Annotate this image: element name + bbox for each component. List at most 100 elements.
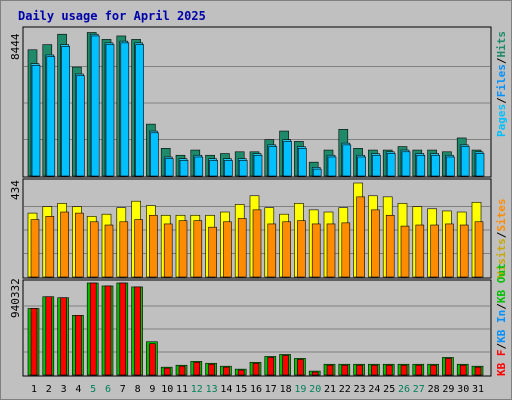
bar-kb-out bbox=[282, 355, 289, 376]
day-tick-label: 2 bbox=[46, 384, 52, 395]
bar-pages bbox=[298, 148, 307, 177]
legend-sites: Sites bbox=[495, 199, 508, 232]
chart-title: Daily usage for April 2025 bbox=[18, 9, 206, 23]
day-tick-label: 12 bbox=[191, 384, 203, 395]
bar-pages bbox=[61, 46, 70, 177]
bar-sites bbox=[311, 223, 321, 278]
bar-sites bbox=[385, 214, 395, 278]
bar-kb-out bbox=[208, 363, 215, 376]
bar-pages bbox=[194, 156, 204, 177]
bar-pages bbox=[386, 153, 396, 177]
bar-sites bbox=[30, 219, 40, 278]
day-tick-label: 14 bbox=[220, 384, 232, 395]
day-tick-label: 20 bbox=[309, 384, 321, 395]
bottom-max-label: 940332 bbox=[9, 278, 22, 318]
bar-pages bbox=[31, 65, 41, 177]
bar-kb-out bbox=[30, 308, 38, 376]
bar-sites bbox=[178, 220, 188, 278]
day-tick-label: 6 bbox=[105, 384, 111, 395]
day-tick-label: 27 bbox=[413, 384, 425, 395]
bar-kb-out bbox=[400, 364, 408, 376]
bar-sites bbox=[474, 221, 484, 278]
bar-kb-out bbox=[297, 359, 304, 376]
day-tick-label: 31 bbox=[472, 384, 484, 395]
bar-sites bbox=[459, 224, 469, 278]
day-tick-label: 16 bbox=[250, 384, 262, 395]
day-tick-label: 15 bbox=[235, 384, 247, 395]
bar-sites bbox=[445, 223, 454, 278]
bar-sites bbox=[223, 221, 232, 278]
bar-kb-out bbox=[430, 364, 437, 376]
bar-sites bbox=[282, 221, 291, 278]
bar-kb-out bbox=[193, 361, 201, 376]
bar-sites bbox=[326, 223, 336, 278]
legend-bottom: KB F/KB In/KB Out bbox=[495, 263, 508, 376]
bar-kb-out bbox=[385, 364, 393, 376]
bar-sites bbox=[341, 222, 351, 278]
bar-kb-out bbox=[326, 364, 334, 376]
bar-sites bbox=[149, 214, 158, 278]
day-tick-label: 17 bbox=[265, 384, 277, 395]
bar-sites bbox=[119, 221, 129, 278]
legend-sep-5: / bbox=[495, 303, 508, 310]
day-tick-label: 4 bbox=[75, 384, 81, 395]
bar-kb-out bbox=[267, 357, 275, 376]
day-tick-label: 23 bbox=[354, 384, 366, 395]
bar-pages bbox=[135, 44, 144, 177]
legend-sep-2: / bbox=[495, 57, 508, 64]
bar-kb-out bbox=[223, 366, 230, 376]
legend-files: Files bbox=[495, 64, 508, 97]
bar-kb-out bbox=[237, 369, 245, 376]
legend-sep-4: / bbox=[495, 343, 508, 350]
bar-sites bbox=[45, 216, 55, 278]
bar-kb-out bbox=[356, 364, 363, 376]
day-tick-label: 7 bbox=[120, 384, 126, 395]
day-tick-label: 3 bbox=[61, 384, 67, 395]
legend-hits: Hits bbox=[495, 31, 508, 58]
bar-kb-out bbox=[119, 282, 127, 376]
bar-kb-out bbox=[371, 364, 378, 376]
bar-sites bbox=[60, 211, 69, 278]
day-tick-label: 30 bbox=[457, 384, 469, 395]
bar-sites bbox=[356, 196, 365, 278]
bar-pages bbox=[253, 154, 263, 177]
day-tick-label: 21 bbox=[324, 384, 336, 395]
bar-pages bbox=[401, 151, 411, 177]
bar-pages bbox=[164, 158, 174, 177]
legend-kbout: KB Out bbox=[495, 263, 508, 303]
day-tick-label: 22 bbox=[339, 384, 351, 395]
legend-sep-3: / bbox=[495, 231, 508, 238]
bar-pages bbox=[179, 160, 189, 177]
bar-kb-out bbox=[89, 282, 97, 376]
bar-pages bbox=[342, 144, 352, 177]
bar-pages bbox=[268, 146, 278, 177]
bar-sites bbox=[252, 209, 262, 278]
day-tick-label: 13 bbox=[206, 384, 218, 395]
bar-pages bbox=[150, 132, 159, 177]
day-tick-label: 28 bbox=[428, 384, 440, 395]
bar-kb-out bbox=[75, 315, 82, 376]
bar-sites bbox=[371, 209, 380, 278]
day-tick-label: 18 bbox=[280, 384, 292, 395]
bar-kb-out bbox=[341, 364, 349, 376]
bar-sites bbox=[75, 212, 84, 278]
panel-kbytes bbox=[22, 279, 492, 377]
bar-pages bbox=[46, 56, 56, 177]
bar-sites bbox=[104, 224, 114, 278]
bar-sites bbox=[193, 220, 203, 278]
bar-pages bbox=[372, 154, 381, 177]
day-tick-label: 25 bbox=[383, 384, 395, 395]
bar-pages bbox=[475, 153, 485, 177]
day-tick-label: 29 bbox=[442, 384, 454, 395]
bar-pages bbox=[120, 42, 130, 177]
bar-kb-out bbox=[60, 297, 67, 376]
bar-pages bbox=[283, 141, 292, 177]
legend-pages: Pages bbox=[495, 104, 508, 137]
bar-sites bbox=[415, 224, 425, 278]
day-tick-label: 10 bbox=[161, 384, 173, 395]
legend-kbin: KB In bbox=[495, 310, 508, 343]
bar-pages bbox=[446, 156, 455, 177]
bar-sites bbox=[400, 225, 410, 278]
bar-kb-out bbox=[45, 296, 53, 376]
